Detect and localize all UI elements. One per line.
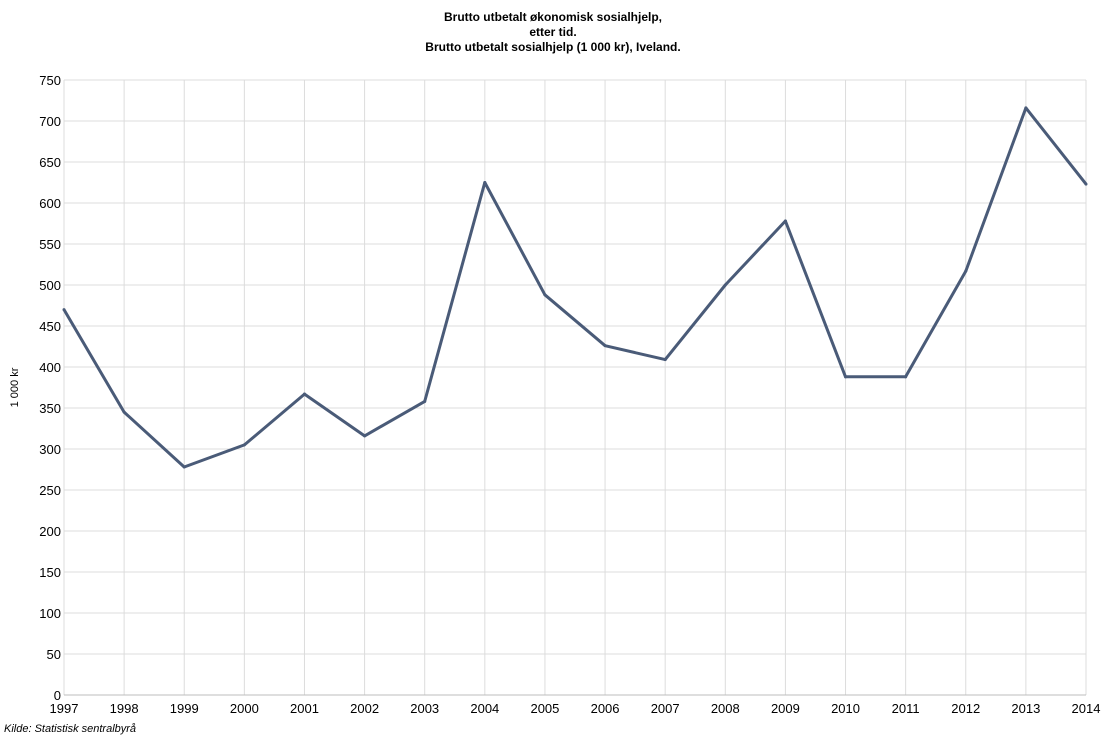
x-tick-label: 2005 <box>530 701 559 716</box>
data-point <box>1084 182 1088 186</box>
chart-title: Brutto utbetalt økonomisk sosialhjelp,et… <box>425 10 680 54</box>
y-tick-label: 200 <box>39 524 61 539</box>
data-point <box>483 181 487 184</box>
data-point <box>1024 106 1028 110</box>
y-tick-label: 450 <box>39 319 61 334</box>
x-tick-label: 2008 <box>711 701 740 716</box>
y-tick-label: 750 <box>39 73 61 88</box>
y-tick-label: 500 <box>39 278 61 293</box>
data-point <box>543 293 547 297</box>
x-tick-label: 2004 <box>470 701 499 716</box>
data-point <box>302 392 306 396</box>
x-tick-label: 2010 <box>831 701 860 716</box>
data-point <box>723 283 727 287</box>
x-axis: 1997 1998 1999 2000 2001 2002 2003 2004 2005 2006… <box>50 701 1101 716</box>
y-tick-label: 300 <box>39 442 61 457</box>
data-point <box>904 375 908 379</box>
y-tick-label: 350 <box>39 401 61 416</box>
y-tick-label: 600 <box>39 196 61 211</box>
data-point <box>663 358 667 362</box>
x-tick-label: 2002 <box>350 701 379 716</box>
data-point <box>363 434 367 438</box>
x-tick-label: 2011 <box>892 701 920 716</box>
data-point <box>242 443 246 447</box>
x-tick-label: 1997 <box>50 701 79 716</box>
data-point <box>844 375 848 379</box>
data-point <box>182 465 186 469</box>
data-point <box>423 399 427 403</box>
y-axis: 0 50 100 150 200 250 300 350 400 450 500 550 600 650 7… <box>39 73 61 703</box>
x-tick-label: 2009 <box>771 701 800 716</box>
series <box>62 106 1088 469</box>
x-tick-label: 1999 <box>170 701 199 716</box>
x-tick-label: 2012 <box>951 701 980 716</box>
source-note: Kilde: Statistisk sentralbyrå <box>4 723 137 735</box>
x-tick-label: 2013 <box>1011 701 1040 716</box>
y-tick-label: 700 <box>39 114 61 129</box>
x-tick-label: 2006 <box>591 701 620 716</box>
x-tick-label: 2014 <box>1072 701 1101 716</box>
y-tick-label: 100 <box>39 606 61 621</box>
chart-title-line: etter tid. <box>529 25 576 39</box>
x-tick-label: 2000 <box>230 701 259 716</box>
y-tick-label: 400 <box>39 360 61 375</box>
y-tick-label: 150 <box>39 565 61 580</box>
data-point <box>964 269 968 273</box>
x-tick-label: 2001 <box>290 701 319 716</box>
x-tick-label: 2007 <box>651 701 680 716</box>
chart-title-line: Brutto utbetalt økonomisk sosialhjelp, <box>444 10 662 24</box>
x-tick-label: 2003 <box>410 701 439 716</box>
data-point <box>122 410 126 414</box>
y-axis-title: 1 000 kr <box>9 367 21 407</box>
y-tick-label: 50 <box>47 647 61 662</box>
data-point <box>603 344 607 348</box>
data-point <box>62 308 66 312</box>
x-tick-label: 1998 <box>110 701 139 716</box>
y-tick-label: 550 <box>39 237 61 252</box>
grid <box>63 79 1087 696</box>
data-point <box>783 219 787 223</box>
y-tick-label: 0 <box>54 688 61 703</box>
y-tick-label: 250 <box>39 483 61 498</box>
y-tick-label: 650 <box>39 155 61 170</box>
series-line <box>62 106 1088 469</box>
chart-title-line: Brutto utbetalt sosialhjelp (1 000 kr), … <box>425 40 680 54</box>
